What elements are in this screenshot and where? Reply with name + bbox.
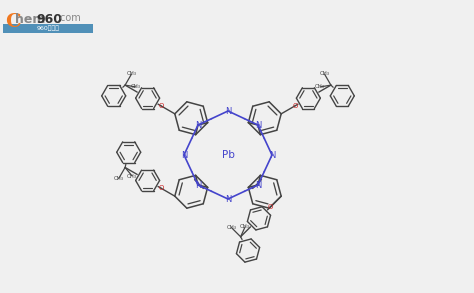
Text: O: O (267, 205, 273, 210)
Text: O: O (292, 103, 298, 109)
Text: .com: .com (57, 13, 81, 23)
Text: O: O (158, 103, 164, 109)
Text: 960: 960 (36, 13, 62, 26)
Text: C: C (5, 13, 21, 31)
Text: O: O (158, 185, 164, 191)
Text: CH₃: CH₃ (127, 173, 137, 178)
Text: CH₃: CH₃ (131, 84, 141, 89)
Text: CH₃: CH₃ (240, 224, 250, 229)
Text: N: N (195, 180, 201, 190)
Text: 960化工网: 960化工网 (36, 26, 60, 31)
Text: N: N (255, 180, 261, 190)
Text: N: N (181, 151, 187, 159)
Text: CH₃: CH₃ (127, 71, 137, 76)
Text: N: N (225, 106, 231, 115)
Text: N: N (195, 120, 201, 130)
Text: N: N (269, 151, 275, 159)
Text: CH₃: CH₃ (227, 225, 237, 230)
Text: Pb: Pb (221, 150, 235, 160)
Text: CH₃: CH₃ (319, 71, 329, 76)
Text: hem: hem (15, 13, 46, 26)
FancyBboxPatch shape (3, 24, 93, 33)
Text: CH₃: CH₃ (315, 84, 325, 89)
Text: N: N (225, 195, 231, 204)
Text: N: N (255, 120, 261, 130)
Text: CH₃: CH₃ (114, 176, 124, 181)
